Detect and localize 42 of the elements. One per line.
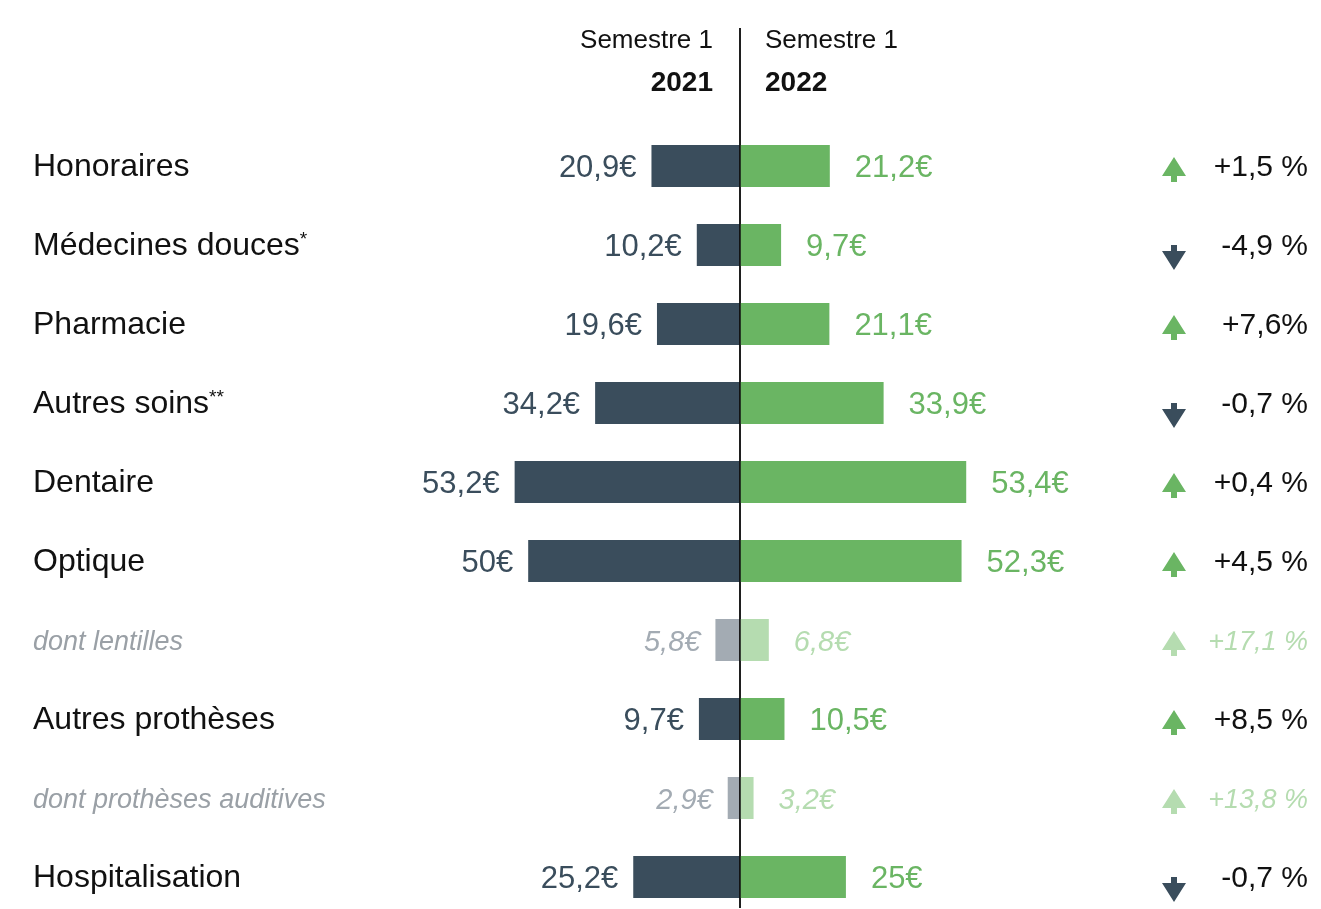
- data-label: 2,9€: [655, 783, 715, 815]
- data-label: 50€: [461, 544, 514, 579]
- text: -0,7 %: [1221, 860, 1308, 893]
- data-label: 3,2€: [778, 783, 837, 815]
- data-label: 10,5€: [809, 702, 888, 737]
- data-label: 9,7€: [623, 702, 684, 737]
- text: +8,5 %: [1213, 702, 1308, 735]
- text: +17,1 %: [1208, 626, 1308, 656]
- y-tick-label: Optique: [33, 542, 146, 578]
- data-label: 34,2€: [502, 386, 581, 421]
- y-tick-label: Médecines douces$^{*}$: [33, 226, 308, 262]
- text: -0,7 %: [1221, 386, 1308, 419]
- text: +13,8 %: [1208, 784, 1308, 814]
- text: +1,5 %: [1213, 149, 1308, 182]
- text: +0,4 %: [1213, 465, 1308, 498]
- data-label: 25€: [870, 860, 923, 895]
- data-label: 10,2€: [604, 228, 682, 263]
- y-tick-label: dont prothèses auditives: [33, 784, 326, 814]
- text: +7,6%: [1222, 307, 1308, 340]
- text: +4,5 %: [1213, 544, 1308, 577]
- series-label: Semestre 1 2021: [580, 24, 713, 97]
- data-label: 6,8€: [793, 625, 853, 657]
- data-label: 20,9€: [558, 149, 637, 184]
- y-tick-label: Pharmacie: [33, 305, 186, 341]
- text: -4,9 %: [1221, 228, 1308, 261]
- data-label: 21,2€: [854, 149, 933, 184]
- data-label: 53,2€: [422, 465, 500, 500]
- y-tick-label: Autres soins$^{**}$: [33, 384, 225, 420]
- data-label: 21,1€: [854, 307, 932, 342]
- data-label: 19,6€: [564, 307, 642, 342]
- y-tick-label: dont lentilles: [33, 626, 184, 656]
- data-label: 52,3€: [986, 544, 1065, 579]
- data-label: 33,9€: [908, 386, 987, 421]
- y-tick-label: Honoraires: [33, 147, 190, 183]
- data-label: 5,8€: [643, 625, 703, 657]
- y-tick-label: Hospitalisation: [33, 858, 242, 894]
- data-label: 53,4€: [991, 465, 1069, 500]
- series-label: Semestre 1 2022: [765, 24, 898, 97]
- data-label: 25,2€: [540, 860, 619, 895]
- data-label: 9,7€: [806, 228, 867, 263]
- y-tick-label: Autres prothèses: [33, 700, 275, 736]
- y-tick-label: Dentaire: [33, 463, 154, 499]
